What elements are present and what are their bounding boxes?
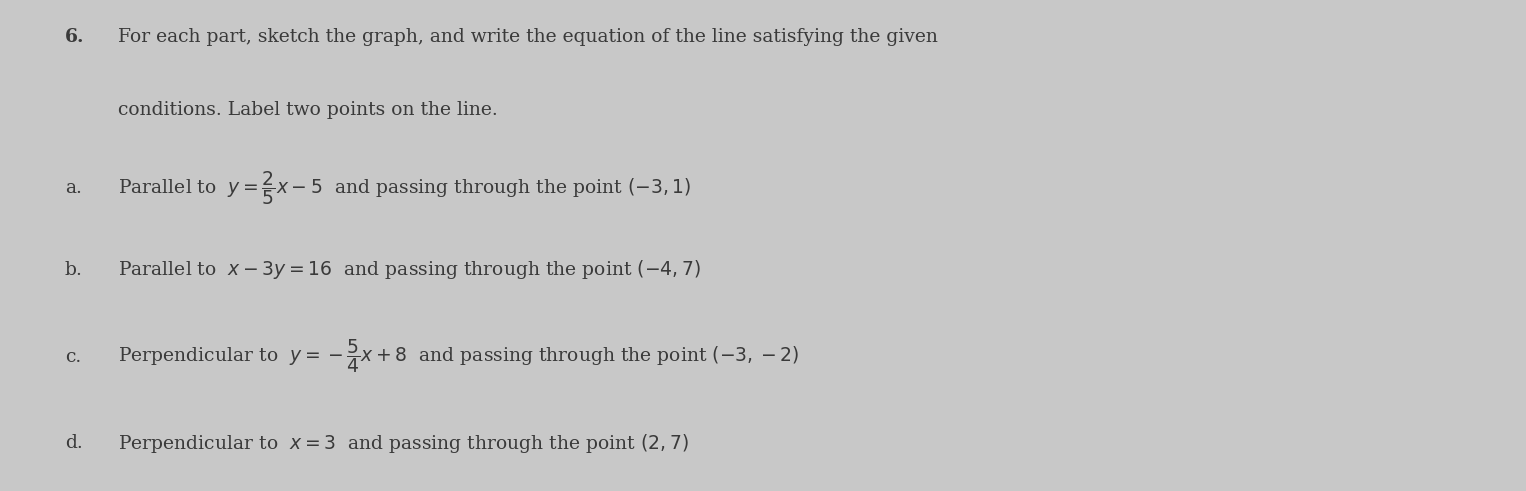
Text: 6.: 6. — [66, 28, 84, 46]
Text: For each part, sketch the graph, and write the equation of the line satisfying t: For each part, sketch the graph, and wri… — [118, 28, 938, 46]
Text: d.: d. — [66, 435, 82, 452]
Text: Perpendicular to  $x = 3$  and passing through the point $(2, 7)$: Perpendicular to $x = 3$ and passing thr… — [118, 432, 688, 455]
Text: Parallel to  $x - 3y = 16$  and passing through the point $(-4, 7)$: Parallel to $x - 3y = 16$ and passing th… — [118, 258, 700, 281]
Text: c.: c. — [66, 348, 81, 365]
Text: conditions. Label two points on the line.: conditions. Label two points on the line… — [118, 101, 497, 119]
Text: Perpendicular to  $y = -\dfrac{5}{4}x + 8$  and passing through the point $(-3, : Perpendicular to $y = -\dfrac{5}{4}x + 8… — [118, 338, 800, 376]
Text: b.: b. — [66, 261, 82, 278]
Text: Parallel to  $y = \dfrac{2}{5}x - 5$  and passing through the point $(-3, 1)$: Parallel to $y = \dfrac{2}{5}x - 5$ and … — [118, 168, 691, 207]
Text: a.: a. — [66, 179, 82, 196]
